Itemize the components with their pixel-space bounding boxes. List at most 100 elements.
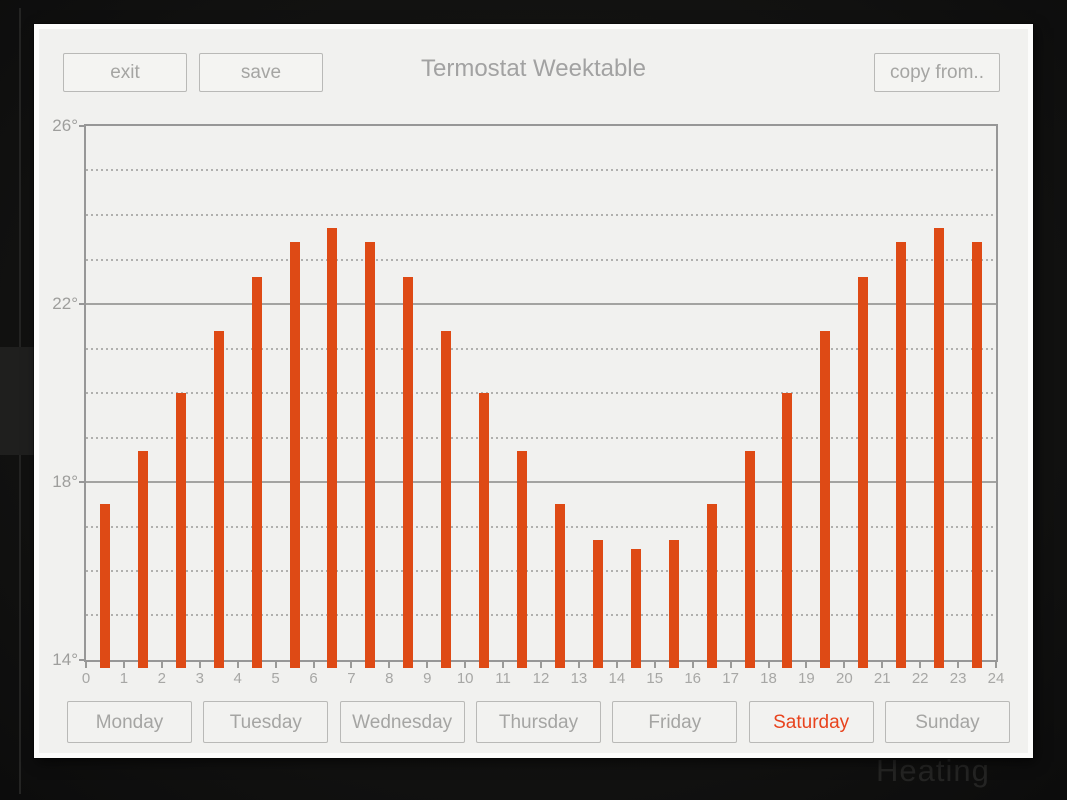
y-axis-tick	[79, 302, 86, 305]
gridline-major	[86, 302, 996, 305]
x-axis-label: 6	[309, 670, 318, 687]
x-axis-tick	[388, 662, 391, 668]
save-button[interactable]: save	[199, 53, 323, 92]
gridline-major	[86, 480, 996, 483]
x-axis-label: 17	[722, 670, 739, 687]
x-axis-tick	[85, 662, 87, 668]
day-tab-monday[interactable]: Monday	[67, 701, 192, 743]
x-axis-tick	[464, 662, 467, 668]
gridline-minor	[86, 392, 996, 394]
x-axis-label: 10	[456, 670, 474, 687]
temp-bar-hour-17[interactable]	[744, 450, 755, 668]
x-axis-label: 14	[608, 670, 626, 687]
temp-bar-hour-1[interactable]	[137, 450, 148, 668]
temp-bar-hour-0[interactable]	[99, 504, 110, 668]
temp-bar-hour-23[interactable]	[972, 241, 983, 668]
temp-bar-hour-13[interactable]	[592, 539, 603, 668]
background-light-band	[0, 347, 34, 455]
day-tab-friday[interactable]: Friday	[612, 701, 738, 743]
day-tab-sunday[interactable]: Sunday	[884, 701, 1010, 743]
exit-button[interactable]: exit	[63, 53, 187, 92]
temp-bar-hour-16[interactable]	[706, 504, 717, 668]
temp-bar-hour-22[interactable]	[934, 228, 945, 668]
x-axis-label: 8	[385, 670, 394, 687]
day-tab-thursday[interactable]: Thursday	[475, 701, 601, 743]
x-axis-label: 11	[495, 670, 511, 687]
gridline-minor	[86, 525, 996, 528]
temp-bar-hour-12[interactable]	[554, 504, 565, 668]
day-tabs: Monday Tuesday Wednesday Thursday Friday Satu…	[67, 701, 1010, 743]
x-axis-label: 12	[532, 670, 550, 687]
day-tab-wednesday[interactable]: Wednesday	[339, 701, 465, 743]
gridline-minor	[86, 347, 996, 350]
x-axis-label: 7	[347, 670, 356, 687]
x-axis-tick	[691, 662, 694, 668]
day-tab-tuesday[interactable]: Tuesday	[203, 701, 329, 743]
x-axis-label: 5	[271, 670, 280, 687]
temp-bar-hour-7[interactable]	[365, 241, 376, 668]
gridline-minor	[86, 570, 996, 572]
temp-bar-hour-15[interactable]	[668, 539, 679, 668]
temp-bar-hour-4[interactable]	[251, 277, 262, 668]
x-axis-label: 19	[798, 670, 815, 687]
x-axis-tick	[198, 662, 201, 668]
x-axis-tick	[805, 662, 808, 668]
gridline-minor	[86, 169, 996, 172]
temp-bar-hour-21[interactable]	[896, 241, 907, 668]
copy-from-button[interactable]: copy from..	[874, 53, 1000, 92]
x-axis-label: 15	[646, 670, 664, 687]
temp-bar-hour-14[interactable]	[630, 548, 641, 668]
x-axis-label: 9	[423, 670, 432, 687]
x-axis-tick	[274, 662, 277, 668]
x-axis-tick	[312, 662, 315, 668]
x-axis-tick	[236, 662, 239, 668]
day-tab-saturday[interactable]: Saturday	[748, 701, 874, 743]
x-axis-tick	[767, 662, 770, 668]
x-axis-tick	[122, 662, 125, 668]
x-axis-label: 13	[570, 670, 588, 687]
temp-bar-hour-6[interactable]	[327, 228, 338, 668]
thermostat-weektable-panel: exit save Termostat Weektable copy from.…	[34, 24, 1033, 758]
x-axis-label: 1	[119, 670, 129, 687]
x-axis-tick	[615, 662, 618, 668]
x-axis-tick	[995, 662, 997, 668]
temp-bar-hour-3[interactable]	[213, 330, 224, 668]
temp-bar-hour-18[interactable]	[782, 393, 793, 668]
gridline-minor	[86, 436, 996, 439]
x-axis-label: 20	[835, 670, 853, 687]
x-axis-tick	[502, 662, 505, 668]
x-axis-tick	[957, 662, 960, 668]
temp-bar-hour-19[interactable]	[820, 330, 831, 668]
y-axis-label: 22°	[52, 293, 78, 313]
x-axis-tick	[881, 662, 884, 668]
x-axis-label: 2	[157, 670, 166, 687]
x-axis-label: 0	[81, 670, 91, 687]
x-axis-tick	[919, 662, 922, 668]
temp-bar-hour-9[interactable]	[441, 330, 452, 668]
x-axis-tick	[540, 662, 542, 668]
x-axis-tick	[729, 662, 732, 668]
x-axis-tick	[577, 662, 580, 668]
x-axis-tick	[426, 662, 429, 668]
temp-bar-hour-8[interactable]	[403, 277, 414, 668]
x-axis-label: 23	[949, 670, 967, 687]
temp-bar-hour-5[interactable]	[289, 241, 300, 668]
temp-bar-hour-10[interactable]	[479, 393, 490, 668]
x-axis-label: 21	[873, 670, 891, 687]
page-title: Termostat Weektable	[421, 55, 646, 82]
x-axis-label: 16	[684, 670, 701, 687]
temp-bar-hour-20[interactable]	[858, 277, 869, 668]
x-axis-tick	[653, 662, 656, 668]
temperature-schedule-chart[interactable]: 26° 22° 18° 14° 0 1 2 3 4 5 6 7 8 9 10 11 12 13 14 15 16 17 18…	[52, 116, 1004, 687]
x-axis-tick	[843, 662, 846, 668]
y-axis-label: 18°	[52, 471, 78, 491]
y-axis-label: 14°	[52, 650, 78, 669]
y-axis-tick	[79, 125, 86, 127]
temp-bar-hour-11[interactable]	[517, 450, 528, 668]
gridline-minor	[86, 213, 996, 216]
y-axis-label: 26°	[52, 116, 78, 135]
y-axis-tick	[79, 659, 86, 661]
gridline-minor	[86, 258, 996, 261]
temp-bar-hour-2[interactable]	[175, 393, 186, 668]
